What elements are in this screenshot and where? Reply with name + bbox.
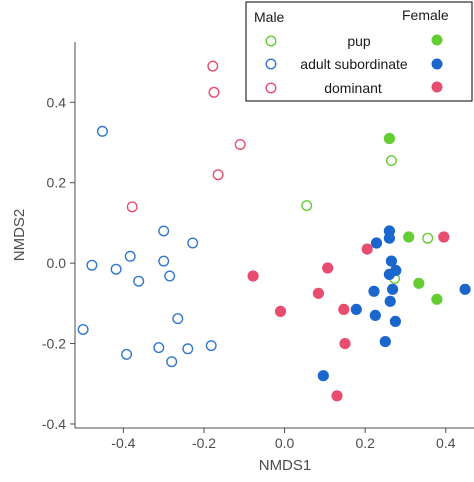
legend-marker-female-pup bbox=[431, 34, 443, 46]
point-female-pup bbox=[413, 277, 425, 289]
point-female-adult-subordinate bbox=[389, 315, 401, 327]
legend-label-pup: pup bbox=[347, 33, 371, 49]
legend: Male Female pup adult subordinate domina… bbox=[245, 1, 473, 102]
legend-marker-male-adult-subordinate bbox=[265, 58, 277, 70]
point-female-dominant bbox=[361, 243, 373, 255]
point-female-pup bbox=[403, 231, 415, 243]
legend-marker-female-dominant bbox=[431, 81, 443, 93]
point-female-dominant bbox=[339, 338, 351, 350]
point-male-adult-subordinate bbox=[153, 342, 165, 354]
point-male-adult-subordinate bbox=[158, 225, 170, 237]
point-female-dominant bbox=[438, 231, 450, 243]
legend-marker-female-adult-subordinate bbox=[431, 58, 443, 70]
point-female-adult-subordinate bbox=[459, 283, 471, 295]
legend-header-female: Female bbox=[402, 7, 449, 23]
point-male-dominant bbox=[234, 138, 246, 150]
point-female-adult-subordinate bbox=[370, 237, 383, 249]
point-male-adult-subordinate bbox=[77, 324, 89, 336]
point-male-adult-subordinate bbox=[164, 270, 176, 282]
point-female-adult-subordinate bbox=[317, 370, 329, 382]
point-male-adult-subordinate bbox=[124, 250, 136, 262]
point-female-adult-subordinate bbox=[369, 309, 381, 321]
point-female-adult-subordinate bbox=[383, 232, 395, 244]
point-male-dominant bbox=[208, 86, 220, 98]
legend-header-male: Male bbox=[254, 9, 285, 25]
point-female-adult-subordinate bbox=[379, 336, 391, 348]
legend-label-dominant: dominant bbox=[324, 80, 382, 96]
legend-marker-male-dominant bbox=[265, 82, 277, 94]
data-points bbox=[77, 60, 471, 402]
axes bbox=[74, 42, 474, 429]
point-female-adult-subordinate bbox=[387, 283, 399, 295]
point-male-adult-subordinate bbox=[96, 125, 108, 137]
y-axis-title: NMDS2 bbox=[11, 209, 28, 262]
y-tick-label: -0.2 bbox=[42, 336, 66, 352]
point-female-pup bbox=[431, 293, 443, 305]
point-female-pup bbox=[383, 132, 395, 145]
point-female-dominant bbox=[331, 390, 343, 402]
point-male-adult-subordinate bbox=[187, 237, 199, 249]
y-tick-label: -0.4 bbox=[42, 416, 66, 432]
point-female-dominant bbox=[247, 270, 259, 282]
x-tick-label: 0.0 bbox=[275, 435, 295, 451]
y-tick-label: 0.0 bbox=[47, 255, 67, 271]
legend-marker-male-pup bbox=[265, 35, 277, 47]
x-tick-label: 0.2 bbox=[355, 435, 375, 451]
point-female-dominant bbox=[312, 287, 324, 299]
point-female-dominant bbox=[274, 305, 287, 317]
point-male-adult-subordinate bbox=[110, 263, 122, 275]
point-male-pup bbox=[422, 232, 434, 244]
point-male-dominant bbox=[207, 60, 219, 72]
x-tick-label: -0.4 bbox=[111, 435, 135, 451]
point-male-adult-subordinate bbox=[172, 313, 184, 325]
point-male-pup bbox=[385, 155, 397, 167]
axis-ticks: -0.4 -0.2 0.0 0.2 0.4 -0.4 -0.2 0.0 0.2 0.4 bbox=[42, 94, 456, 451]
legend-label-adult-subordinate: adult subordinate bbox=[300, 56, 408, 72]
y-tick-label: 0.4 bbox=[47, 94, 67, 110]
point-female-adult-subordinate bbox=[385, 255, 397, 267]
point-male-pup bbox=[301, 200, 313, 212]
x-tick-label: 0.4 bbox=[436, 435, 456, 451]
point-female-dominant bbox=[338, 303, 350, 315]
point-male-adult-subordinate bbox=[166, 356, 178, 368]
point-female-adult-subordinate bbox=[384, 295, 396, 307]
point-male-adult-subordinate bbox=[205, 340, 217, 352]
point-male-adult-subordinate bbox=[182, 343, 194, 355]
x-axis-title: NMDS1 bbox=[259, 457, 312, 474]
point-male-adult-subordinate bbox=[86, 259, 98, 271]
point-male-dominant bbox=[126, 201, 138, 213]
point-male-adult-subordinate bbox=[158, 255, 170, 267]
y-tick-label: 0.2 bbox=[47, 175, 67, 191]
point-male-adult-subordinate bbox=[133, 275, 145, 287]
x-tick-label: -0.2 bbox=[192, 435, 216, 451]
point-female-adult-subordinate bbox=[368, 285, 380, 297]
point-female-dominant bbox=[322, 262, 334, 274]
point-female-adult-subordinate bbox=[350, 303, 362, 315]
point-male-dominant bbox=[212, 169, 224, 181]
point-male-adult-subordinate bbox=[121, 348, 133, 360]
point-female-adult-subordinate bbox=[383, 268, 395, 280]
